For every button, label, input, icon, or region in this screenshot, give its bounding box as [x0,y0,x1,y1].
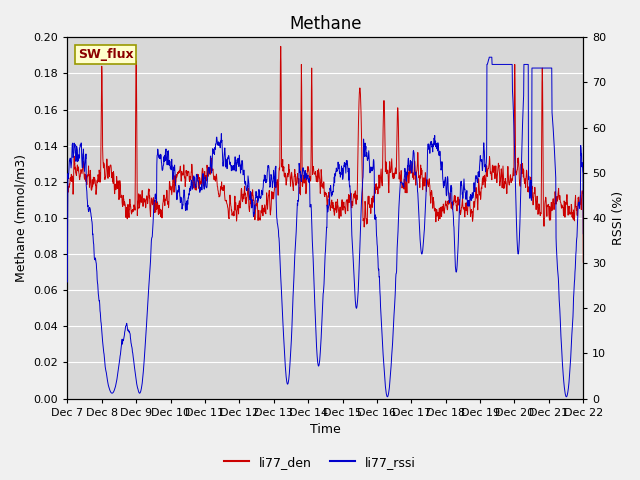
Y-axis label: RSSI (%): RSSI (%) [612,191,625,245]
X-axis label: Time: Time [310,423,340,436]
Title: Methane: Methane [289,15,362,33]
Text: SW_flux: SW_flux [77,48,133,61]
Y-axis label: Methane (mmol/m3): Methane (mmol/m3) [15,154,28,282]
Legend: li77_den, li77_rssi: li77_den, li77_rssi [219,451,421,474]
